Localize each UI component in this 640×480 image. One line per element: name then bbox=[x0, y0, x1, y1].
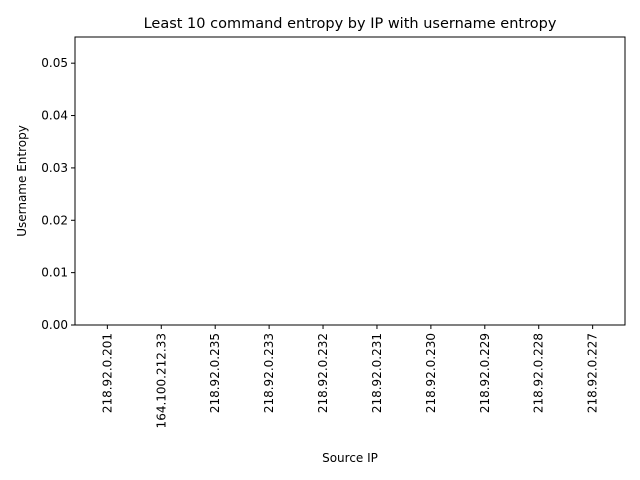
x-ticks-group: 218.92.0.201 164.100.212.33 218.92.0.235 21… bbox=[100, 325, 600, 428]
y-tick-label: 0.02 bbox=[41, 213, 68, 227]
x-tick-label: 218.92.0.235 bbox=[208, 333, 222, 413]
x-tick-label: 218.92.0.232 bbox=[316, 333, 330, 413]
y-tick-label: 0.01 bbox=[41, 266, 68, 280]
x-tick-label: 218.92.0.201 bbox=[100, 333, 114, 413]
x-tick-label: 218.92.0.233 bbox=[262, 333, 276, 413]
y-tick-label: 0.05 bbox=[41, 56, 68, 70]
x-tick-label: 218.92.0.228 bbox=[532, 333, 546, 413]
x-tick-label: 164.100.212.33 bbox=[154, 333, 168, 428]
x-tick-label: 218.92.0.227 bbox=[586, 333, 600, 413]
y-axis-label: Username Entropy bbox=[15, 125, 29, 237]
chart-title: Least 10 command entropy by IP with user… bbox=[144, 16, 557, 32]
x-tick-label: 218.92.0.231 bbox=[370, 333, 384, 413]
plot-frame bbox=[74, 36, 626, 326]
x-tick-label: 218.92.0.230 bbox=[424, 333, 438, 413]
x-tick-label: 218.92.0.229 bbox=[478, 333, 492, 413]
y-tick-label: 0.03 bbox=[41, 161, 68, 175]
x-axis-label: Source IP bbox=[322, 451, 378, 465]
y-ticks-group: 0.00 0.01 0.02 0.03 0.04 0.05 bbox=[41, 56, 75, 332]
y-tick-label: 0.00 bbox=[41, 318, 68, 332]
y-tick-label: 0.04 bbox=[41, 109, 68, 123]
